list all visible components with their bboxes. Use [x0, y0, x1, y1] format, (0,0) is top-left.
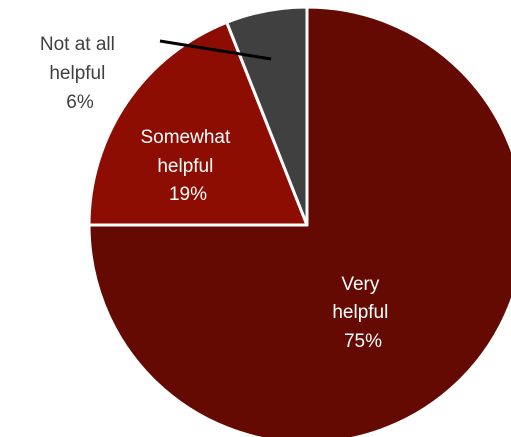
slice-label-not-at-all-helpful: Not at all helpful 6%: [40, 34, 120, 113]
slice-label-line: helpful: [157, 156, 213, 177]
slice-percent-label: 19%: [169, 184, 207, 205]
slice-label-line: helpful: [332, 302, 388, 323]
slice-label-line: Not at all: [40, 34, 115, 55]
slice-label-line: helpful: [49, 63, 105, 84]
pie-slice-somewhat-helpful: [87, 20, 309, 227]
pie-slice-very-helpful: [87, 5, 511, 437]
slice-percent-label: 6%: [66, 92, 94, 113]
slice-percent-label: 75%: [344, 331, 382, 352]
pie-slice-not-at-all-helpful: [225, 5, 309, 227]
slice-label-very-helpful: Very helpful 75%: [332, 274, 393, 352]
slice-label-somewhat-helpful: Somewhat helpful 19%: [140, 127, 235, 205]
leader-line: [159, 39, 272, 61]
slice-label-line: Very: [341, 274, 380, 295]
slice-label-line: Somewhat: [140, 127, 230, 148]
pie-slices: [87, 5, 511, 437]
